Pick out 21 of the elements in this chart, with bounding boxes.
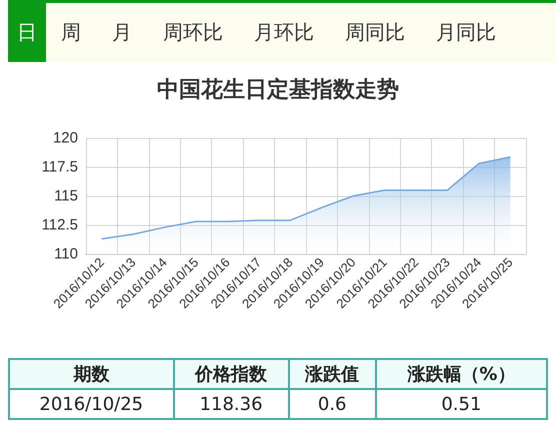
text: 周 [60, 19, 82, 46]
y-tick-label: 112.5 [42, 216, 78, 234]
text: 周同比 [344, 19, 406, 46]
text: 日 [8, 3, 46, 62]
y-tick-label: 115 [54, 188, 78, 204]
text: 118.36 [174, 389, 289, 419]
y-tick-label: 120 [52, 130, 78, 146]
text: 价格指数 [174, 359, 289, 389]
y-tick-label: 110 [54, 246, 78, 262]
text: 月环比 [253, 19, 315, 46]
text: 周环比 [162, 19, 224, 46]
text: 0.6 [288, 389, 376, 419]
text: 0.51 [376, 389, 547, 419]
text: 期数 [9, 359, 174, 389]
text: 涨跌幅（%） [376, 359, 547, 389]
text: 月同比 [435, 19, 497, 46]
chart-title: 中国花生日定基指数走势 [157, 76, 399, 102]
y-tick-label: 117.5 [42, 158, 78, 176]
text: 2016/10/25 [9, 389, 174, 419]
text: 涨跌值 [288, 359, 376, 389]
text: 月 [111, 19, 133, 46]
